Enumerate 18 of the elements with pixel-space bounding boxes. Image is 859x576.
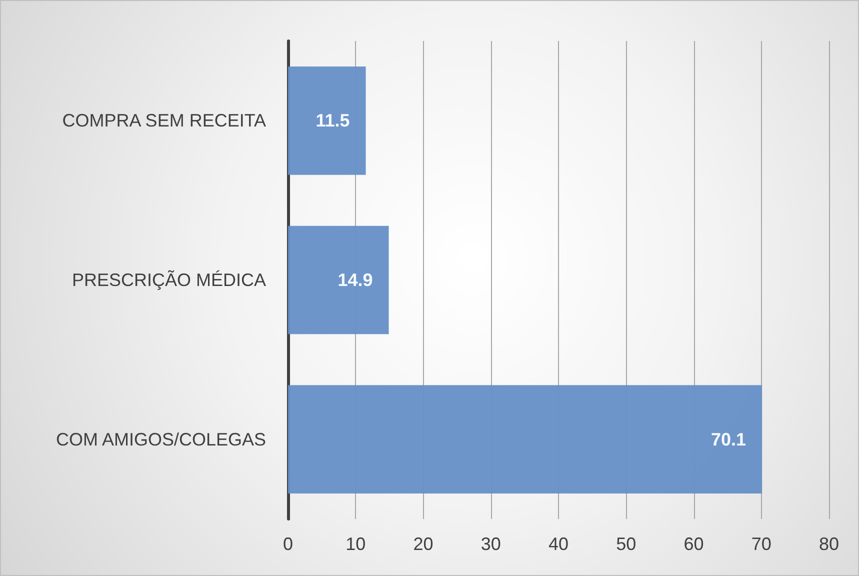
x-tick-label: 0 bbox=[282, 534, 294, 554]
data-label: 70.1 bbox=[711, 429, 746, 450]
x-tick-label: 20 bbox=[413, 534, 434, 554]
x-tick-label: 80 bbox=[818, 534, 840, 554]
bar bbox=[288, 66, 366, 175]
x-tick-label: 70 bbox=[751, 534, 772, 554]
data-label: 11.5 bbox=[316, 110, 350, 131]
data-label: 14.9 bbox=[338, 270, 373, 290]
x-tick-label: 30 bbox=[480, 534, 501, 554]
bar bbox=[288, 385, 762, 494]
x-tick-label: 10 bbox=[346, 534, 366, 554]
y-tick-label: COM AMIGOS/COLEGAS bbox=[56, 429, 266, 450]
bar bbox=[288, 226, 389, 334]
x-tick-label: 50 bbox=[616, 534, 636, 554]
x-tick-label: 60 bbox=[684, 534, 704, 554]
y-tick-label: COMPRA SEM RECEITA bbox=[62, 110, 266, 131]
x-tick-label: 40 bbox=[548, 534, 569, 554]
y-tick-label: PRESCRIÇÃO MÉDICA bbox=[72, 270, 266, 290]
